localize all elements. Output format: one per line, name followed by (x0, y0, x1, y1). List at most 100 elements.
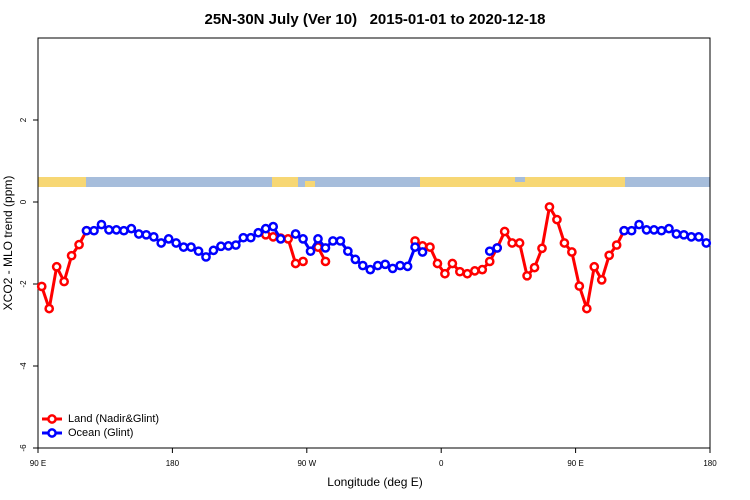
x-tick-label: 180 (166, 459, 180, 468)
point (492, 243, 503, 253)
point (298, 256, 308, 267)
point (686, 232, 697, 242)
point (81, 225, 92, 236)
plot-frame (37, 37, 711, 449)
point (223, 241, 234, 251)
point (290, 229, 301, 239)
point (410, 242, 420, 252)
point (156, 238, 167, 248)
point (74, 239, 84, 250)
y-tick-label: 2 (19, 117, 28, 122)
point (193, 246, 204, 257)
legend-label: Land (Nadir&Glint) (68, 413, 159, 425)
y-tick-label: 0 (19, 199, 28, 204)
point (567, 247, 577, 257)
point (111, 225, 122, 235)
point (245, 232, 256, 243)
chart-title: 25N-30N July (Ver 10) 2015-01-01 to 2020… (204, 11, 545, 28)
x-axis-label: Longitude (deg E) (327, 475, 422, 489)
point (529, 262, 540, 273)
legend-label: Ocean (Glint) (68, 427, 133, 439)
point (641, 225, 652, 235)
y-tick-label: -2 (19, 280, 28, 288)
point (544, 202, 555, 212)
point (208, 245, 219, 256)
x-tick-label: 90 E (567, 459, 583, 468)
legend-marker (47, 414, 57, 424)
point (552, 214, 562, 225)
series-line (40, 202, 626, 310)
point (432, 258, 443, 269)
y-tick-label: -4 (19, 362, 28, 370)
point (596, 275, 607, 285)
point (89, 225, 99, 236)
point (268, 221, 279, 232)
point (656, 225, 667, 236)
point (320, 256, 331, 267)
point (387, 263, 398, 274)
point (59, 276, 69, 287)
point (96, 219, 107, 230)
point (522, 270, 532, 281)
point (395, 260, 405, 271)
point (290, 258, 301, 269)
point (148, 232, 159, 242)
point (469, 266, 480, 276)
point (320, 243, 331, 253)
point (372, 260, 383, 271)
point (679, 229, 689, 240)
point (365, 264, 376, 275)
point (701, 238, 712, 248)
point (44, 303, 55, 314)
point (275, 234, 286, 244)
point (343, 246, 353, 257)
point (283, 234, 293, 244)
point (402, 261, 413, 272)
x-tick-label: 90 E (30, 459, 46, 468)
point (260, 223, 271, 234)
point (619, 225, 629, 236)
point (417, 247, 428, 257)
point (477, 264, 488, 275)
x-tick-label: 0 (439, 459, 444, 468)
point (268, 232, 279, 242)
point (335, 236, 346, 246)
point (119, 225, 129, 236)
point (514, 238, 525, 248)
point (51, 261, 62, 272)
point (604, 250, 615, 261)
point (298, 234, 308, 244)
point (649, 225, 659, 235)
x-tick-label: 90 W (297, 459, 316, 468)
point (104, 225, 114, 235)
point (507, 238, 517, 248)
y-tick-label: -6 (19, 444, 28, 452)
point (126, 223, 137, 234)
point (440, 268, 450, 279)
point (133, 229, 144, 239)
point (186, 242, 196, 252)
point (305, 246, 316, 257)
point (589, 261, 600, 272)
point (216, 241, 226, 252)
point (313, 234, 323, 244)
point (447, 258, 458, 269)
point (328, 236, 338, 246)
point (425, 242, 435, 252)
point (141, 229, 152, 240)
point (499, 226, 510, 237)
point (611, 240, 622, 250)
point (238, 232, 249, 243)
land-ocean-strip (38, 177, 710, 187)
point (626, 225, 637, 236)
y-axis-label: XCO2 - MLO trend (ppm) (1, 176, 15, 311)
point (253, 227, 264, 238)
point (671, 229, 682, 239)
point (462, 268, 473, 279)
point (178, 242, 189, 252)
point (201, 252, 211, 262)
point (537, 243, 547, 254)
legend-marker (47, 428, 57, 438)
x-tick-label: 180 (703, 459, 717, 468)
